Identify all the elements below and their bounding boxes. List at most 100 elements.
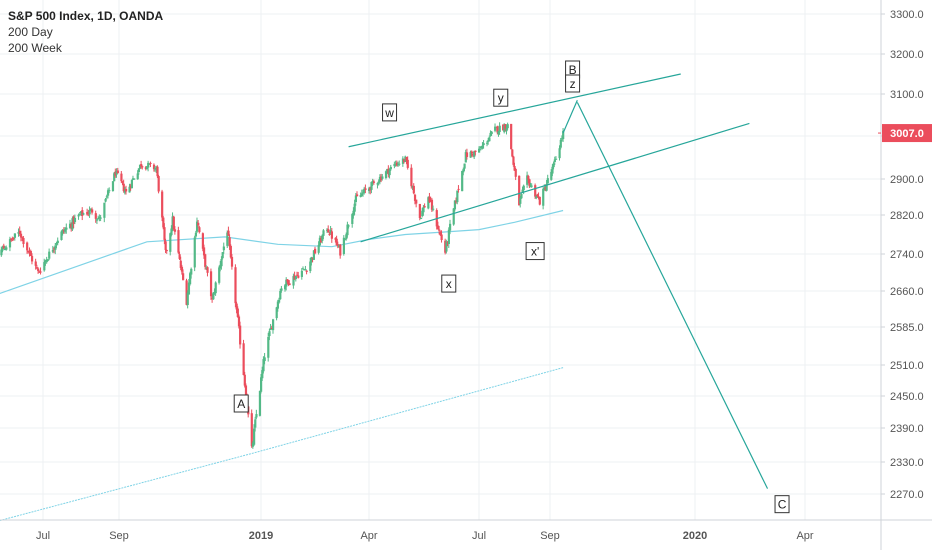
candle-193	[302, 266, 305, 270]
candle-347	[558, 145, 561, 161]
candle-136	[206, 266, 209, 277]
trend-line-2[interactable]	[562, 100, 578, 134]
wave-label-text-1: w	[384, 106, 394, 120]
candle-237	[376, 182, 379, 189]
y-tick-label-4: 2900.0	[890, 174, 924, 186]
price-axis[interactable]: 3300.03200.03100.03000.02900.02820.02740…	[878, 9, 924, 501]
trend-line-1[interactable]	[360, 122, 750, 243]
candle-221	[347, 224, 350, 229]
candle-203	[318, 235, 321, 247]
candle-12	[0, 246, 3, 257]
candle-223	[352, 207, 355, 219]
trend-lines[interactable]	[348, 73, 769, 489]
candle-61	[82, 212, 85, 215]
candle-219	[345, 232, 348, 241]
candle-310	[497, 130, 500, 137]
candle-53	[70, 222, 73, 232]
candle-95	[140, 160, 143, 169]
candle-67	[94, 210, 97, 223]
candle-145	[221, 252, 224, 260]
candle-75	[106, 188, 110, 199]
candle-254	[404, 155, 407, 163]
trend-line-0[interactable]	[348, 73, 681, 148]
y-tick-label-2: 3100.0	[890, 89, 924, 101]
candle-47	[60, 230, 63, 241]
candle-146	[222, 242, 225, 254]
wave-label-3[interactable]: y	[493, 88, 509, 107]
y-tick-label-13: 2270.0	[890, 489, 924, 501]
candle-307	[494, 123, 497, 133]
legend-title[interactable]: S&P 500 Index, 1D, OANDA	[8, 9, 164, 23]
candle-231	[364, 184, 367, 194]
candle-327	[526, 171, 529, 188]
candle-14	[2, 243, 5, 249]
candle-115	[172, 215, 175, 231]
candle-244	[387, 165, 390, 178]
x-tick-label-4: Jul	[472, 530, 486, 542]
candle-284	[455, 197, 458, 204]
candle-185	[287, 279, 290, 287]
legend-ma-200-week[interactable]: 200 Week	[8, 41, 62, 55]
candle-194	[303, 269, 306, 271]
wave-label-1[interactable]: w	[382, 103, 398, 122]
candle-304	[488, 135, 491, 142]
candle-180	[279, 288, 282, 300]
candle-86	[124, 185, 128, 195]
candle-242	[384, 170, 388, 180]
candle-322	[518, 175, 521, 206]
candle-230	[363, 186, 366, 195]
candle-207	[326, 228, 329, 233]
candle-213	[335, 235, 338, 246]
x-tick-label-7: Apr	[796, 530, 813, 542]
candle-70	[98, 214, 101, 222]
candle-19	[11, 236, 14, 242]
candle-245	[388, 168, 391, 179]
candle-62	[86, 208, 89, 216]
grid	[0, 0, 881, 520]
legend-ma-200-day[interactable]: 200 Day	[8, 25, 53, 39]
candle-337	[542, 187, 545, 210]
candle-139	[212, 292, 215, 300]
candle-138	[211, 294, 214, 303]
trend-line-3[interactable]	[576, 102, 769, 489]
candle-46	[56, 237, 59, 246]
wave-label-7[interactable]: C	[774, 495, 790, 514]
candle-32	[34, 258, 37, 270]
candle-137	[209, 268, 213, 300]
candle-65	[89, 208, 93, 212]
candle-341	[546, 174, 549, 185]
candle-155	[237, 314, 241, 329]
candle-114	[171, 212, 174, 232]
candle-332	[534, 183, 537, 199]
candle-271	[432, 205, 435, 212]
candle-153	[235, 301, 238, 314]
wave-label-4[interactable]: x'	[525, 242, 545, 261]
candle-275	[439, 230, 442, 236]
candle-101	[149, 161, 152, 168]
candle-93	[137, 168, 140, 175]
candle-198	[310, 256, 313, 266]
wave-label-2[interactable]: x	[441, 274, 457, 293]
wave-label-0[interactable]: A	[233, 394, 249, 413]
time-axis[interactable]: Jul Sep 2019 Apr Jul Sep 2020 Apr	[36, 530, 814, 542]
candle-206	[322, 229, 325, 240]
candle-345	[553, 156, 556, 165]
candle-308	[495, 127, 498, 129]
candle-343	[551, 164, 554, 177]
candle-214	[336, 241, 339, 249]
candle-18	[10, 238, 13, 243]
candle-320	[513, 162, 516, 171]
candle-143	[219, 260, 222, 272]
candle-121	[182, 269, 185, 281]
candle-122	[185, 278, 188, 306]
candle-329	[528, 178, 531, 189]
candle-303	[487, 137, 490, 145]
candle-48	[61, 229, 64, 236]
candle-45	[55, 241, 58, 249]
chart-legend: S&P 500 Index, 1D, OANDA 200 Day 200 Wee…	[8, 8, 163, 56]
wave-label-6[interactable]: z	[565, 74, 581, 93]
candle-169	[261, 366, 264, 382]
candle-201	[314, 246, 317, 255]
candle-158	[243, 371, 246, 388]
